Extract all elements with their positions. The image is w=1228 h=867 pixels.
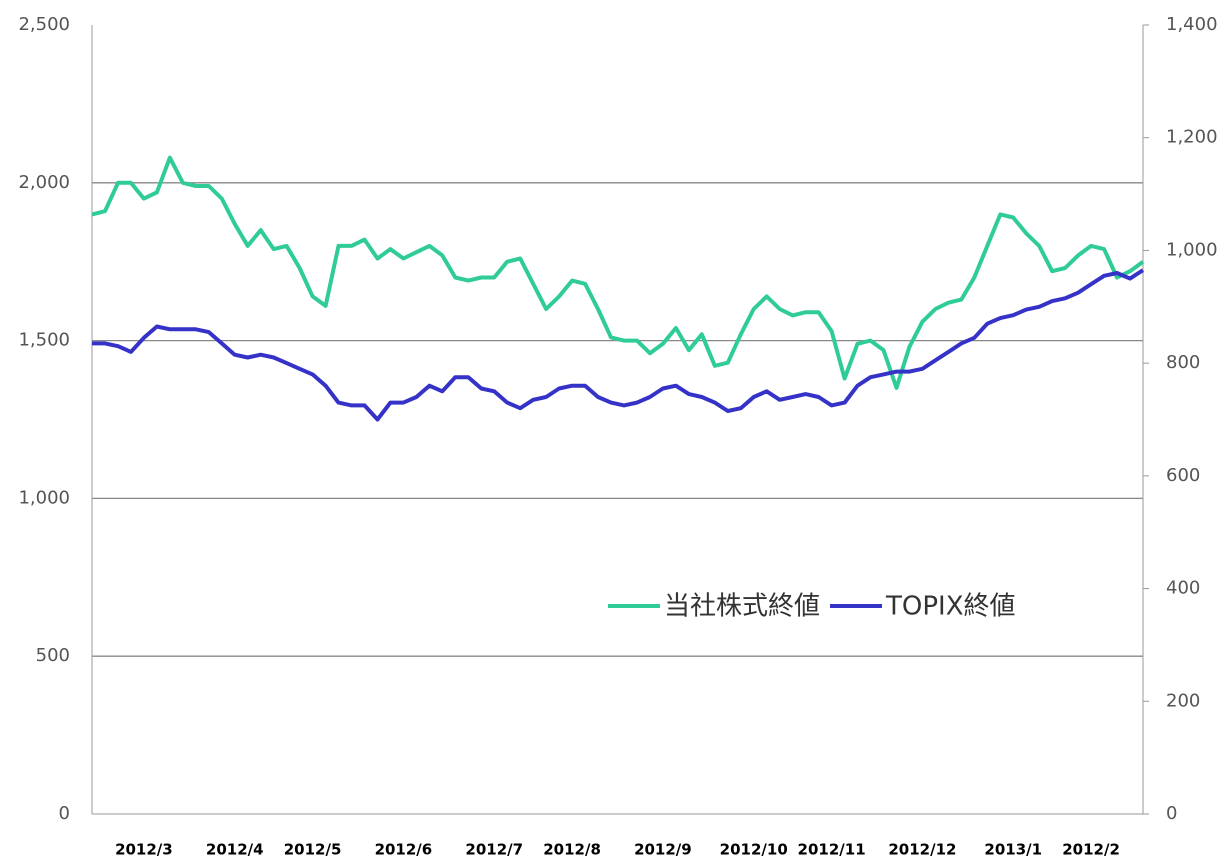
y2-tick-label: 800 xyxy=(1166,352,1200,373)
y2-tick-label: 1,400 xyxy=(1166,14,1218,35)
x-tick-label: 2012/4 xyxy=(206,841,264,859)
x-tick-label: 2012/8 xyxy=(543,841,601,859)
y2-tick-label: 400 xyxy=(1166,578,1200,599)
x-tick-label: 2012/9 xyxy=(634,841,692,859)
y2-tick-label: 0 xyxy=(1166,803,1177,824)
y-tick-label: 2,000 xyxy=(18,172,70,193)
x-tick-label: 2012/3 xyxy=(115,841,173,859)
y-tick-label: 1,000 xyxy=(18,487,70,508)
legend-label: 当社株式終値 xyxy=(664,592,820,622)
x-tick-label: 2012/11 xyxy=(798,841,866,859)
y-tick-label: 0 xyxy=(59,803,70,824)
x-tick-label: 2012/12 xyxy=(888,841,956,859)
y2-tick-label: 200 xyxy=(1166,690,1200,711)
x-tick-label: 2012/5 xyxy=(284,841,342,859)
x-tick-label: 2013/1 xyxy=(984,841,1042,859)
y2-tick-label: 600 xyxy=(1166,465,1200,486)
series-line xyxy=(92,268,1145,422)
y-tick-label: 1,500 xyxy=(18,330,70,351)
y2-tick-label: 1,000 xyxy=(1166,239,1218,260)
y-tick-label: 2,500 xyxy=(18,14,70,35)
x-tick-label: 2012/2 xyxy=(1062,841,1120,859)
x-tick-label: 2012/7 xyxy=(465,841,523,859)
series-line xyxy=(91,155,1145,390)
y2-tick-label: 1,200 xyxy=(1166,127,1218,148)
y-tick-label: 500 xyxy=(36,645,70,666)
x-tick-label: 2012/10 xyxy=(720,841,788,859)
legend-label: TOPIX終値 xyxy=(885,592,1016,622)
x-tick-label: 2012/6 xyxy=(375,841,433,859)
